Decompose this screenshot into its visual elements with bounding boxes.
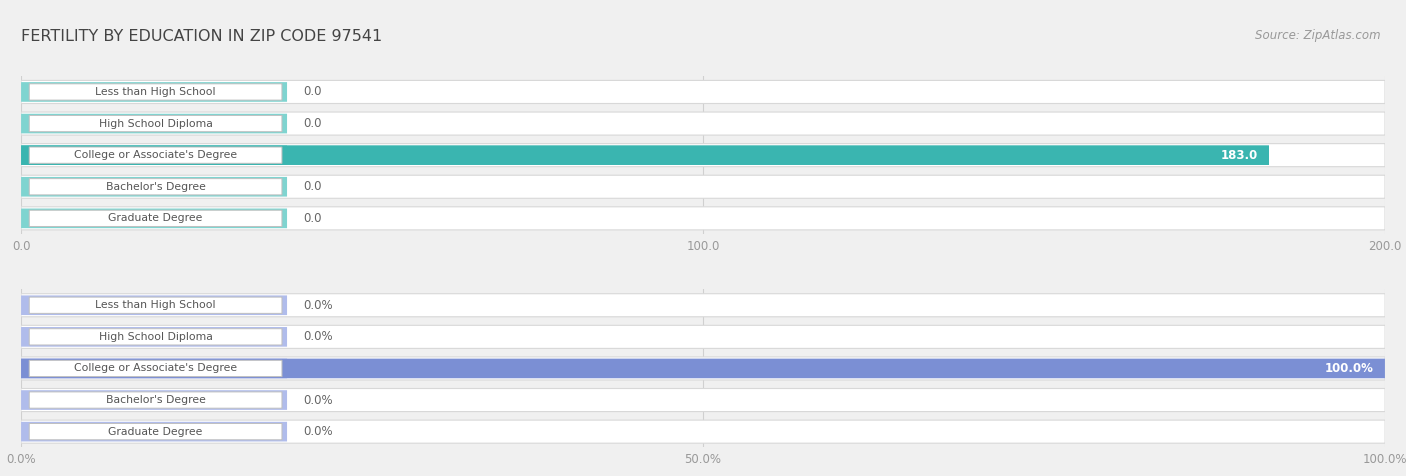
FancyBboxPatch shape [21, 327, 287, 347]
FancyBboxPatch shape [21, 145, 287, 165]
FancyBboxPatch shape [21, 112, 1385, 135]
FancyBboxPatch shape [21, 388, 1385, 412]
FancyBboxPatch shape [21, 82, 287, 102]
FancyBboxPatch shape [21, 296, 287, 315]
Text: 0.0: 0.0 [304, 180, 322, 193]
FancyBboxPatch shape [30, 147, 283, 163]
FancyBboxPatch shape [21, 357, 1385, 380]
FancyBboxPatch shape [30, 116, 283, 132]
Text: 0.0%: 0.0% [304, 330, 333, 343]
FancyBboxPatch shape [30, 210, 283, 227]
Text: Bachelor's Degree: Bachelor's Degree [105, 182, 205, 192]
FancyBboxPatch shape [21, 177, 287, 197]
Text: College or Associate's Degree: College or Associate's Degree [75, 364, 238, 374]
FancyBboxPatch shape [30, 84, 283, 100]
FancyBboxPatch shape [21, 145, 1270, 165]
FancyBboxPatch shape [21, 114, 287, 133]
Text: 0.0%: 0.0% [304, 299, 333, 312]
Text: 100.0%: 100.0% [1324, 362, 1374, 375]
Text: High School Diploma: High School Diploma [98, 119, 212, 129]
Text: 183.0: 183.0 [1220, 149, 1258, 162]
Text: Bachelor's Degree: Bachelor's Degree [105, 395, 205, 405]
FancyBboxPatch shape [21, 144, 1385, 167]
Text: Graduate Degree: Graduate Degree [108, 426, 202, 436]
Text: 0.0: 0.0 [304, 86, 322, 99]
FancyBboxPatch shape [21, 358, 1385, 378]
FancyBboxPatch shape [21, 420, 1385, 443]
Text: FERTILITY BY EDUCATION IN ZIP CODE 97541: FERTILITY BY EDUCATION IN ZIP CODE 97541 [21, 29, 382, 44]
Text: Less than High School: Less than High School [96, 87, 217, 97]
FancyBboxPatch shape [21, 208, 287, 228]
FancyBboxPatch shape [21, 207, 1385, 230]
Text: 0.0%: 0.0% [304, 394, 333, 407]
FancyBboxPatch shape [21, 390, 287, 410]
FancyBboxPatch shape [21, 80, 1385, 103]
FancyBboxPatch shape [30, 329, 283, 345]
FancyBboxPatch shape [21, 422, 287, 441]
Text: Less than High School: Less than High School [96, 300, 217, 310]
Text: 0.0: 0.0 [304, 212, 322, 225]
Text: High School Diploma: High School Diploma [98, 332, 212, 342]
FancyBboxPatch shape [21, 358, 287, 378]
FancyBboxPatch shape [21, 325, 1385, 348]
FancyBboxPatch shape [30, 178, 283, 195]
FancyBboxPatch shape [21, 175, 1385, 198]
FancyBboxPatch shape [30, 360, 283, 377]
Text: Source: ZipAtlas.com: Source: ZipAtlas.com [1256, 29, 1381, 41]
Text: 0.0: 0.0 [304, 117, 322, 130]
Text: College or Associate's Degree: College or Associate's Degree [75, 150, 238, 160]
FancyBboxPatch shape [30, 392, 283, 408]
FancyBboxPatch shape [30, 424, 283, 440]
FancyBboxPatch shape [21, 294, 1385, 317]
Text: 0.0%: 0.0% [304, 425, 333, 438]
FancyBboxPatch shape [30, 297, 283, 313]
Text: Graduate Degree: Graduate Degree [108, 213, 202, 223]
